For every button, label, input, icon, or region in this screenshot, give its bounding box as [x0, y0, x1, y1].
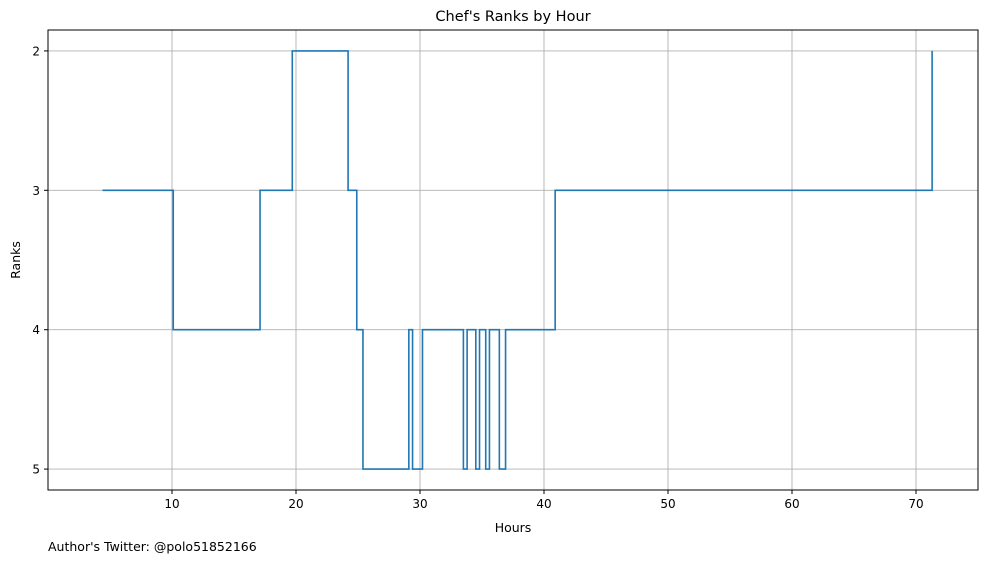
y-tick-label: 5 [32, 463, 40, 477]
tick-layer: 10 20 30 40 50 60 70 2 3 4 5 [32, 44, 923, 511]
series-layer [102, 50, 933, 470]
x-tick-label: 60 [784, 497, 799, 511]
x-tick-label: 70 [908, 497, 923, 511]
rank-step-line [102, 50, 933, 470]
footer-note: Author's Twitter: @polo51852166 [48, 539, 257, 554]
y-axis-label: Ranks [8, 241, 23, 279]
x-tick-label: 50 [660, 497, 675, 511]
y-tick-label: 2 [32, 44, 40, 58]
x-tick-label: 10 [164, 497, 179, 511]
y-tick-label: 4 [32, 323, 40, 337]
x-tick-label: 20 [288, 497, 303, 511]
x-tick-label: 40 [536, 497, 551, 511]
plot-frame [47, 29, 979, 491]
x-tick-label: 30 [412, 497, 427, 511]
x-axis-label: Hours [495, 520, 532, 535]
chart-title: Chef's Ranks by Hour [435, 9, 590, 25]
y-tick-label: 3 [32, 184, 40, 198]
